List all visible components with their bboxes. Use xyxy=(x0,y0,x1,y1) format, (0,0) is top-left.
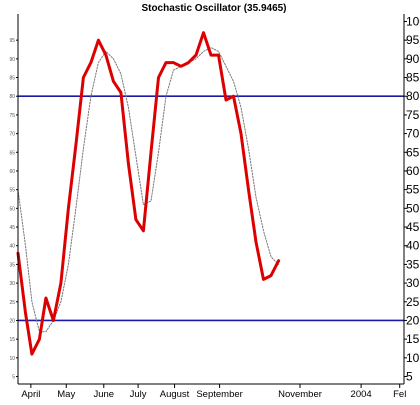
x-tick-label: September xyxy=(196,389,242,400)
y-tick-label-left: 40 xyxy=(9,244,15,250)
y-tick-label-left: 10 xyxy=(9,356,15,362)
y-tick-label-left: 15 xyxy=(9,337,15,343)
y-tick-label-right: 55 xyxy=(406,183,420,197)
y-tick-label-left: 70 xyxy=(9,132,15,138)
y-tick-label-left: 35 xyxy=(9,262,15,268)
y-tick-label-right: 25 xyxy=(406,295,420,309)
y-tick-label-left: 50 xyxy=(9,206,15,212)
y-tick-label-right: 65 xyxy=(406,145,420,159)
x-tick-label: May xyxy=(57,389,75,400)
chart-title: Stochastic Oscillator (35.9465) xyxy=(141,3,286,14)
y-tick-label-left: 95 xyxy=(9,38,15,44)
y-tick-label-right: 95 xyxy=(406,33,420,47)
y-tick-label-left: 25 xyxy=(9,300,15,306)
y-tick-label-right: 85 xyxy=(406,71,420,85)
y-tick-label-left: 65 xyxy=(9,150,15,156)
y-tick-label-right: 80 xyxy=(406,89,420,103)
y-tick-label-left: 80 xyxy=(9,94,15,100)
y-tick-label-right: 10 xyxy=(406,351,420,365)
x-tick-label: April xyxy=(21,389,40,400)
y-tick-label-left: 75 xyxy=(9,113,15,119)
y-tick-label-right: 30 xyxy=(406,276,420,290)
y-tick-label-right: 40 xyxy=(406,239,420,253)
tick-labels: 5 10 15 20 25 30 35 40 45 50 55 60 65 70 75 80 85 90 95 100… xyxy=(9,14,420,400)
y-tick-label-right: 15 xyxy=(406,332,420,346)
y-tick-label-left: 30 xyxy=(9,281,15,287)
y-tick-label-right: 90 xyxy=(406,52,420,66)
x-tick-label: 2004 xyxy=(351,389,372,400)
y-tick-label-right: 75 xyxy=(406,108,420,122)
y-tick-label-right: 100 xyxy=(406,14,420,28)
y-tick-label-right: 35 xyxy=(406,257,420,271)
y-tick-label-right: 45 xyxy=(406,220,420,234)
y-tick-label-left: 55 xyxy=(9,188,15,194)
stochastic-k-line xyxy=(16,31,281,356)
y-tick-label-right: 60 xyxy=(406,164,420,178)
x-tick-label: June xyxy=(93,389,114,400)
y-tick-label-left: 85 xyxy=(9,76,15,82)
y-tick-label-left: 5 xyxy=(12,375,15,381)
y-tick-label-left: 20 xyxy=(9,318,15,324)
y-tick-label-right: 5 xyxy=(406,370,413,384)
x-tick-label: Fel xyxy=(393,389,406,400)
x-tick-label: July xyxy=(130,389,147,400)
x-tick-label: November xyxy=(278,389,322,400)
x-tick-label: August xyxy=(160,389,190,400)
y-tick-label-left: 60 xyxy=(9,169,15,175)
axes xyxy=(16,14,407,388)
y-tick-label-right: 70 xyxy=(406,127,420,141)
plot-area xyxy=(16,31,404,356)
y-tick-label-right: 20 xyxy=(406,313,420,327)
y-tick-label-right: 50 xyxy=(406,201,420,215)
y-tick-label-left: 45 xyxy=(9,225,15,231)
y-tick-label-left: 90 xyxy=(9,57,15,63)
